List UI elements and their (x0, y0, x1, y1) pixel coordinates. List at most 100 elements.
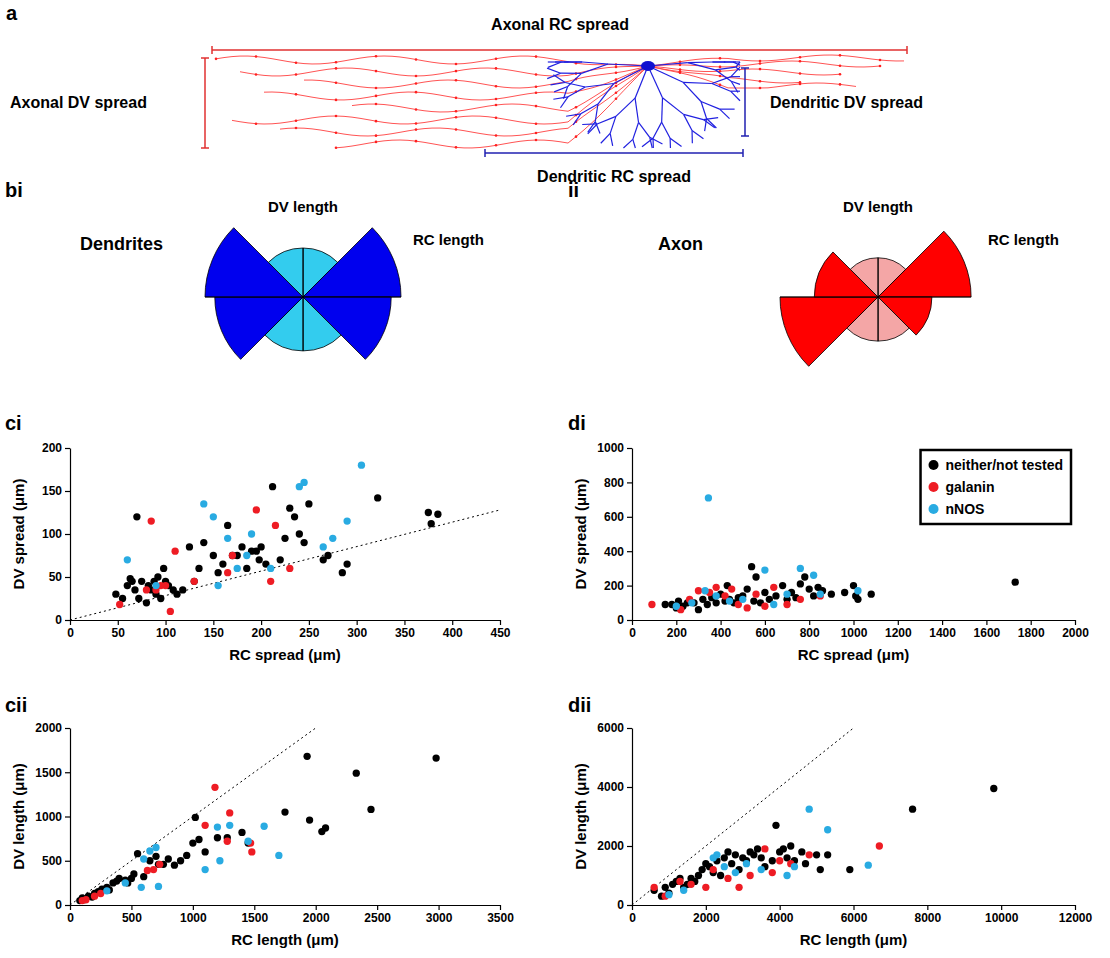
axon-bouton (375, 70, 378, 73)
panel-label: di (568, 412, 586, 434)
tick-label: 6000 (841, 911, 868, 925)
tick-mark (377, 905, 378, 910)
tick: 1200 (885, 620, 912, 640)
dendrite (683, 82, 701, 101)
point (224, 569, 231, 576)
point (358, 462, 365, 469)
bracket-cap (484, 149, 486, 157)
axis-line (878, 258, 879, 341)
point (754, 845, 761, 852)
plot-area (70, 728, 440, 905)
point (746, 872, 753, 879)
point (200, 539, 207, 546)
tick-label: 1500 (35, 766, 62, 780)
tick-mark (627, 787, 632, 788)
point (802, 860, 809, 867)
point (425, 509, 432, 516)
rose-plot (205, 228, 401, 360)
dendrite (720, 109, 735, 110)
axis-title: RC length (μm) (800, 931, 908, 948)
point (662, 601, 669, 608)
point (272, 522, 279, 529)
point (990, 785, 997, 792)
point (291, 513, 298, 520)
axon-branch (304, 66, 648, 88)
point (813, 851, 820, 858)
axon-bouton (455, 116, 458, 119)
point (726, 597, 733, 604)
tick-mark (706, 905, 707, 910)
axis-line (70, 449, 71, 621)
point (234, 565, 241, 572)
tick: 2500 (364, 905, 391, 925)
point (150, 866, 157, 873)
tick-mark (65, 577, 70, 578)
axon-bouton (415, 128, 418, 131)
axon-bouton (495, 116, 498, 119)
point (787, 842, 794, 849)
tick-mark (780, 905, 781, 910)
bracket-cap (741, 135, 749, 137)
point (769, 857, 776, 864)
sector (303, 228, 401, 297)
point (116, 601, 123, 608)
dendrite (582, 123, 597, 125)
point (128, 578, 135, 585)
axon-bouton (615, 91, 618, 94)
axon-bouton (375, 134, 378, 137)
axon-bouton (375, 120, 378, 123)
point (305, 500, 312, 507)
dendrite (588, 121, 596, 132)
bracket (201, 58, 209, 148)
axon-bouton (535, 85, 538, 88)
point (776, 857, 783, 864)
tick-mark (165, 620, 166, 625)
bracket (741, 68, 749, 136)
tick: 6000 (597, 721, 632, 735)
point (717, 872, 724, 879)
axon-bouton (495, 144, 498, 147)
dendrite (662, 98, 683, 115)
dendrite (548, 62, 561, 67)
point (156, 861, 163, 868)
point (210, 513, 217, 520)
tick-label: 2000 (35, 721, 62, 735)
tick: 8000 (914, 905, 941, 925)
tick-label: 300 (347, 626, 367, 640)
tick: 2000 (597, 839, 632, 853)
point (817, 866, 824, 873)
point (135, 595, 142, 602)
axis-line (632, 449, 633, 621)
tick: 1600 (974, 620, 1001, 640)
dendrite (692, 130, 703, 138)
point (238, 829, 245, 836)
dendrite (688, 61, 713, 63)
axon-bouton (879, 59, 882, 62)
tick: 450 (490, 620, 510, 640)
dendrite (639, 122, 650, 137)
series (103, 822, 282, 895)
axon-bouton (415, 122, 418, 125)
point (752, 573, 759, 580)
dendrite (547, 68, 561, 73)
tick: 400 (711, 620, 731, 640)
point (797, 565, 804, 572)
axon-bouton (799, 83, 802, 86)
tick-label: 400 (443, 626, 463, 640)
point (801, 573, 808, 580)
dendrite (731, 67, 740, 77)
tick-mark (627, 517, 632, 518)
tick: 150 (204, 620, 224, 640)
tick-mark (65, 861, 70, 862)
point (713, 584, 720, 591)
tick: 300 (347, 620, 367, 640)
dendrite (581, 64, 608, 73)
tick-mark (627, 551, 632, 552)
dimension-label: Axonal DV spread (10, 94, 147, 111)
axis-line (303, 248, 304, 351)
point (256, 556, 263, 563)
tick-mark (213, 620, 214, 625)
point (226, 809, 233, 816)
axon-bouton (495, 67, 498, 70)
tick-mark (70, 620, 71, 625)
